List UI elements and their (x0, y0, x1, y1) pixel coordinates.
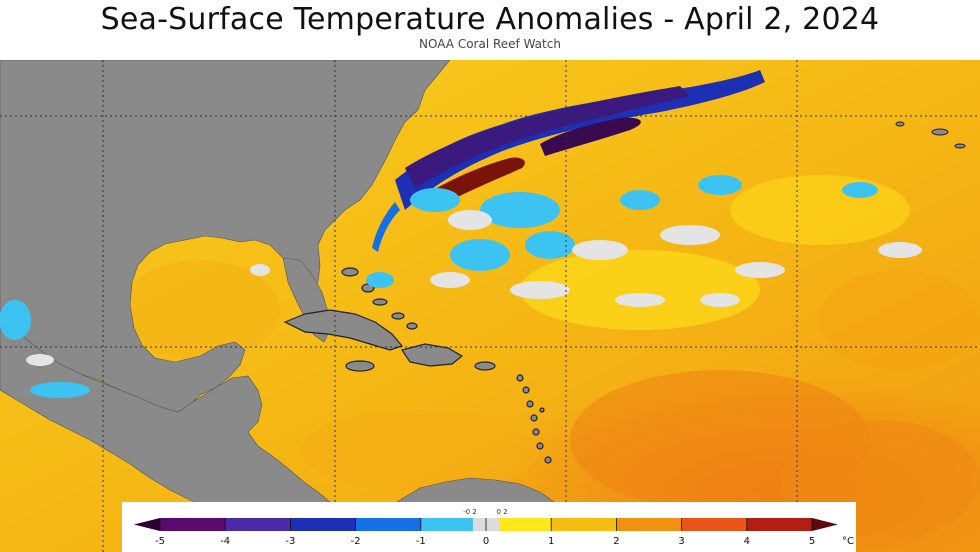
sst-anomaly-map (0, 60, 980, 552)
lat-lon-gridlines (0, 60, 980, 552)
jamaica-island (345, 360, 375, 372)
legend-tick-label: -5 (155, 536, 165, 547)
legend-neutral-tick-label: 0 2 (496, 508, 507, 516)
hispaniola-island (401, 343, 464, 367)
legend-bin (616, 518, 682, 531)
puerto-rico-island (474, 361, 496, 371)
color-scale-legend: -5 -4 -3 -2 -1 0 1 2 3 4 5 -0 2 0 2 °C (122, 502, 856, 552)
bahamas-islands (341, 267, 418, 330)
legend-tick-label: 5 (809, 536, 815, 547)
legend-bin (551, 518, 617, 531)
legend-tick-label: -4 (220, 536, 230, 547)
legend-bin (420, 518, 473, 531)
legend-tick-label: -1 (416, 536, 426, 547)
legend-bin (355, 518, 421, 531)
legend-tick-label: 2 (613, 536, 619, 547)
lesser-antilles-islands (516, 374, 552, 464)
legend-bin (499, 518, 552, 531)
legend-bin (290, 518, 356, 531)
legend-unit-label: °C (842, 536, 854, 547)
legend-neutral-tick-label: -0 2 (463, 508, 477, 516)
legend-bin (681, 518, 747, 531)
legend-tick-label: 4 (744, 536, 750, 547)
legend-bin (160, 518, 226, 531)
neutral-anomaly-patches (26, 210, 922, 366)
legend-over-arrow (812, 518, 838, 531)
legend-bin (746, 518, 812, 531)
map-source-credit: NOAA Coral Reef Watch (419, 37, 561, 51)
cool-anomaly-patches (0, 175, 878, 398)
legend-under-arrow (134, 518, 160, 531)
map-canvas (0, 60, 980, 552)
legend-tick-label: 3 (678, 536, 684, 547)
map-title: Sea-Surface Temperature Anomalies - Apri… (100, 2, 880, 37)
legend-tick-label: 1 (548, 536, 554, 547)
legend-tick-label: -2 (351, 536, 361, 547)
cuba-island (283, 309, 404, 351)
legend-tick-label: -3 (285, 536, 295, 547)
legend-bin (225, 518, 291, 531)
legend-colorbar: -5 -4 -3 -2 -1 0 1 2 3 4 5 -0 2 0 2 °C (134, 508, 854, 547)
legend-tick-label: 0 (483, 536, 489, 547)
